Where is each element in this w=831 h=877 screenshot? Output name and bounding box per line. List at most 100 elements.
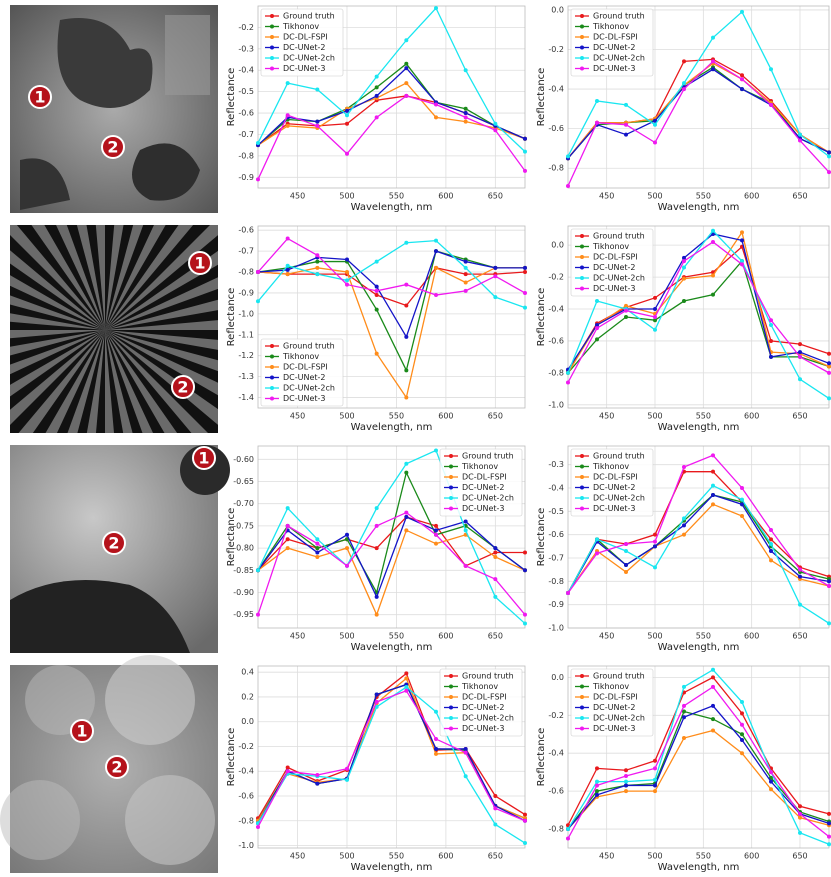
legend-label: DC-DL-FSPI bbox=[462, 473, 507, 482]
legend-marker bbox=[580, 475, 584, 479]
data-point bbox=[493, 822, 497, 826]
y-tick-label: -0.2 bbox=[548, 273, 564, 282]
legend-label: DC-UNet-2ch bbox=[593, 54, 645, 63]
legend-label: Ground truth bbox=[593, 12, 645, 21]
data-point bbox=[624, 542, 628, 546]
x-tick-label: 600 bbox=[438, 412, 453, 421]
data-point bbox=[375, 352, 379, 356]
legend-marker bbox=[449, 727, 453, 731]
y-tick-label: -0.4 bbox=[548, 749, 564, 758]
y-tick-label: -1.0 bbox=[238, 841, 254, 850]
x-tick-label: 500 bbox=[647, 412, 662, 421]
y-axis-label: Reflectance bbox=[536, 508, 547, 567]
data-point bbox=[740, 10, 744, 14]
data-point bbox=[523, 137, 527, 141]
legend-label: Ground truth bbox=[593, 452, 645, 461]
y-tick-label: -0.9 bbox=[238, 288, 254, 297]
data-point bbox=[523, 266, 527, 270]
y-tick-label: -1.0 bbox=[548, 624, 564, 633]
data-point bbox=[769, 770, 773, 774]
x-tick-label: 450 bbox=[290, 632, 305, 641]
data-point bbox=[595, 121, 599, 125]
data-point bbox=[711, 67, 715, 71]
y-tick-label: -1.4 bbox=[238, 393, 254, 402]
series-line bbox=[568, 69, 829, 158]
data-point bbox=[653, 783, 657, 787]
data-point bbox=[464, 564, 468, 568]
marker-label: 1 bbox=[76, 722, 87, 741]
data-point bbox=[464, 747, 468, 751]
data-point bbox=[769, 67, 773, 71]
y-tick-label: -0.8 bbox=[548, 577, 564, 586]
x-tick-label: 650 bbox=[488, 412, 503, 421]
data-point bbox=[434, 528, 438, 532]
data-point bbox=[315, 537, 319, 541]
data-point bbox=[682, 685, 686, 689]
legend-label: DC-UNet-2 bbox=[283, 43, 326, 52]
data-point bbox=[375, 285, 379, 289]
data-point bbox=[740, 262, 744, 266]
y-tick-label: -0.2 bbox=[238, 23, 254, 32]
y-tick-label: -0.4 bbox=[548, 305, 564, 314]
data-point bbox=[523, 551, 527, 555]
data-point bbox=[624, 315, 628, 319]
legend-label: DC-UNet-3 bbox=[593, 724, 636, 733]
y-tick-label: -1.0 bbox=[238, 309, 254, 318]
data-point bbox=[286, 766, 290, 770]
legend-label: DC-UNet-2 bbox=[593, 43, 636, 52]
data-point bbox=[711, 668, 715, 672]
data-point bbox=[493, 546, 497, 550]
y-tick-label: 0.0 bbox=[551, 5, 564, 14]
data-point bbox=[345, 546, 349, 550]
marker-label: 1 bbox=[34, 88, 45, 107]
series-line bbox=[258, 517, 525, 570]
legend-marker bbox=[580, 276, 584, 280]
y-tick-label: -0.2 bbox=[548, 45, 564, 54]
data-point bbox=[769, 549, 773, 553]
data-point bbox=[404, 368, 408, 372]
y-tick-label: -0.6 bbox=[548, 787, 564, 796]
data-point bbox=[464, 751, 468, 755]
data-point bbox=[523, 568, 527, 572]
legend-marker bbox=[580, 245, 584, 249]
data-point bbox=[345, 564, 349, 568]
data-point bbox=[315, 88, 319, 92]
legend-label: DC-DL-FSPI bbox=[593, 33, 638, 42]
x-axis-label: Wavelength, nm bbox=[351, 862, 433, 873]
x-tick-label: 550 bbox=[389, 632, 404, 641]
data-point bbox=[827, 584, 831, 588]
data-point bbox=[256, 613, 260, 617]
data-point bbox=[740, 700, 744, 704]
data-point bbox=[315, 120, 319, 124]
data-point bbox=[566, 154, 570, 158]
legend-label: Tikhonov bbox=[592, 462, 629, 471]
y-tick-label: -0.3 bbox=[238, 44, 254, 53]
data-point bbox=[345, 113, 349, 117]
x-tick-label: 550 bbox=[696, 412, 711, 421]
data-point bbox=[682, 715, 686, 719]
legend-marker bbox=[580, 674, 584, 678]
data-point bbox=[464, 111, 468, 115]
data-point bbox=[769, 787, 773, 791]
y-tick-label: -0.6 bbox=[548, 124, 564, 133]
legend-marker bbox=[580, 287, 584, 291]
data-point bbox=[653, 540, 657, 544]
data-point bbox=[595, 783, 599, 787]
data-point bbox=[315, 551, 319, 555]
data-point bbox=[286, 124, 290, 128]
data-point bbox=[464, 289, 468, 293]
data-point bbox=[493, 806, 497, 810]
data-point bbox=[375, 293, 379, 297]
data-point bbox=[566, 827, 570, 831]
data-point bbox=[653, 789, 657, 793]
data-point bbox=[711, 273, 715, 277]
legend-label: DC-UNet-2ch bbox=[462, 714, 514, 723]
data-point bbox=[404, 66, 408, 70]
legend-label: Ground truth bbox=[462, 672, 514, 681]
y-tick-label: -1.0 bbox=[548, 400, 564, 409]
legend-marker bbox=[270, 355, 274, 359]
x-tick-label: 500 bbox=[339, 412, 354, 421]
legend-marker bbox=[270, 14, 274, 18]
y-tick-label: -0.95 bbox=[233, 610, 254, 619]
data-point bbox=[404, 462, 408, 466]
